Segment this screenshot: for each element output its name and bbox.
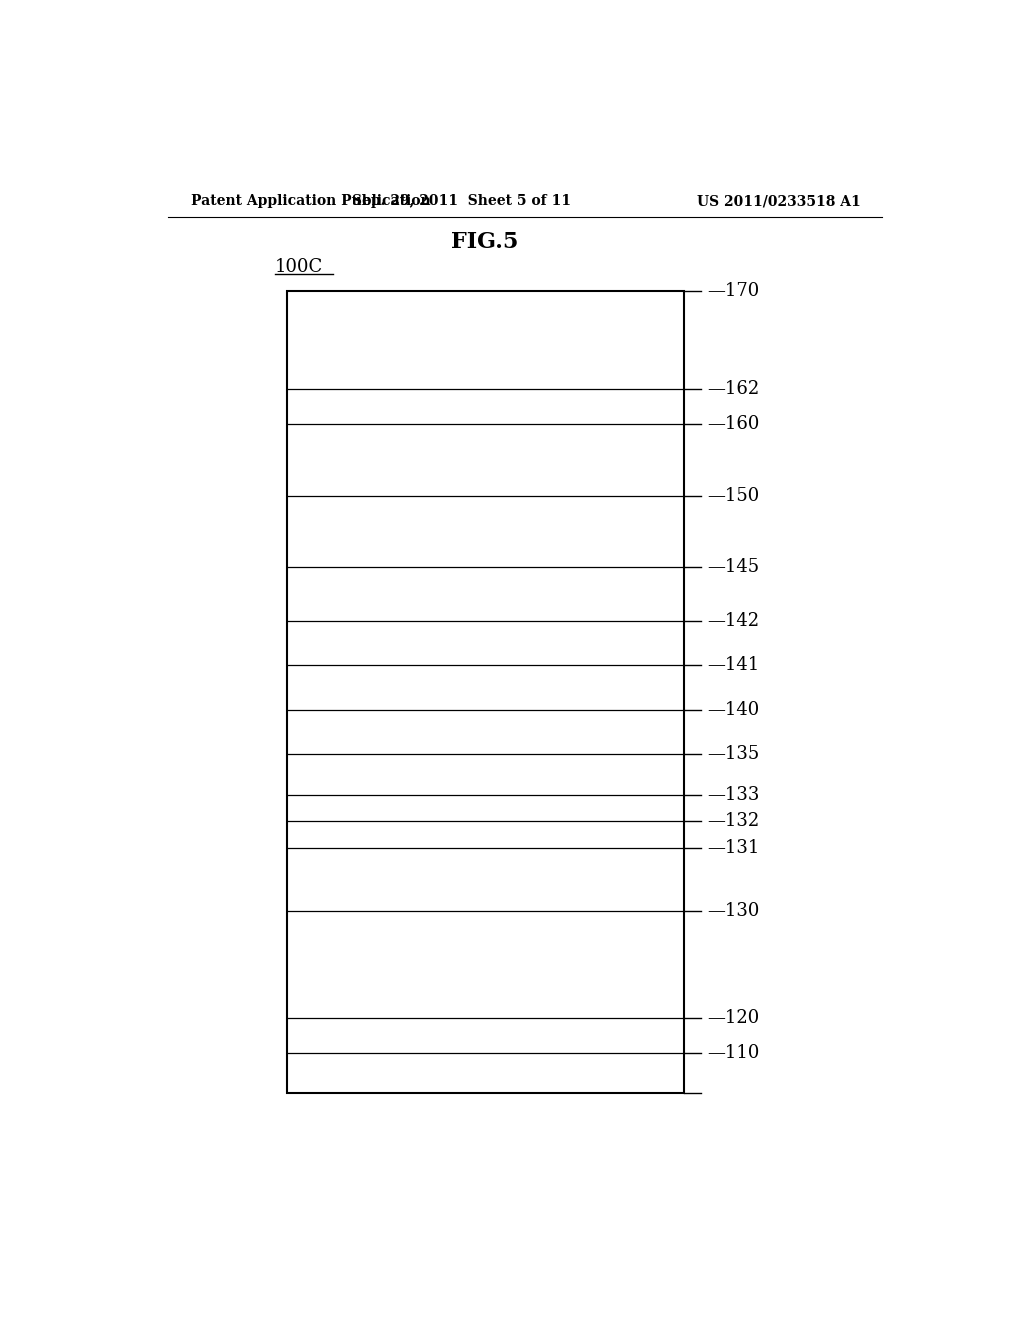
Text: —141: —141 xyxy=(708,656,760,675)
Text: 100C: 100C xyxy=(274,259,323,276)
Text: —162: —162 xyxy=(708,380,760,397)
Text: US 2011/0233518 A1: US 2011/0233518 A1 xyxy=(697,194,860,209)
Text: —145: —145 xyxy=(708,558,760,576)
Text: —133: —133 xyxy=(708,785,760,804)
Text: —170: —170 xyxy=(708,281,760,300)
Bar xyxy=(287,290,684,1093)
Text: —142: —142 xyxy=(708,611,760,630)
Text: —140: —140 xyxy=(708,701,760,719)
Text: —130: —130 xyxy=(708,902,760,920)
Text: —131: —131 xyxy=(708,840,760,857)
Text: —150: —150 xyxy=(708,487,760,504)
Text: —120: —120 xyxy=(708,1008,760,1027)
Text: —160: —160 xyxy=(708,416,760,433)
Text: —110: —110 xyxy=(708,1044,760,1063)
Text: —135: —135 xyxy=(708,746,760,763)
Text: —132: —132 xyxy=(708,812,760,830)
Text: Sep. 29, 2011  Sheet 5 of 11: Sep. 29, 2011 Sheet 5 of 11 xyxy=(352,194,570,209)
Text: Patent Application Publication: Patent Application Publication xyxy=(191,194,431,209)
Text: FIG.5: FIG.5 xyxy=(452,231,519,252)
